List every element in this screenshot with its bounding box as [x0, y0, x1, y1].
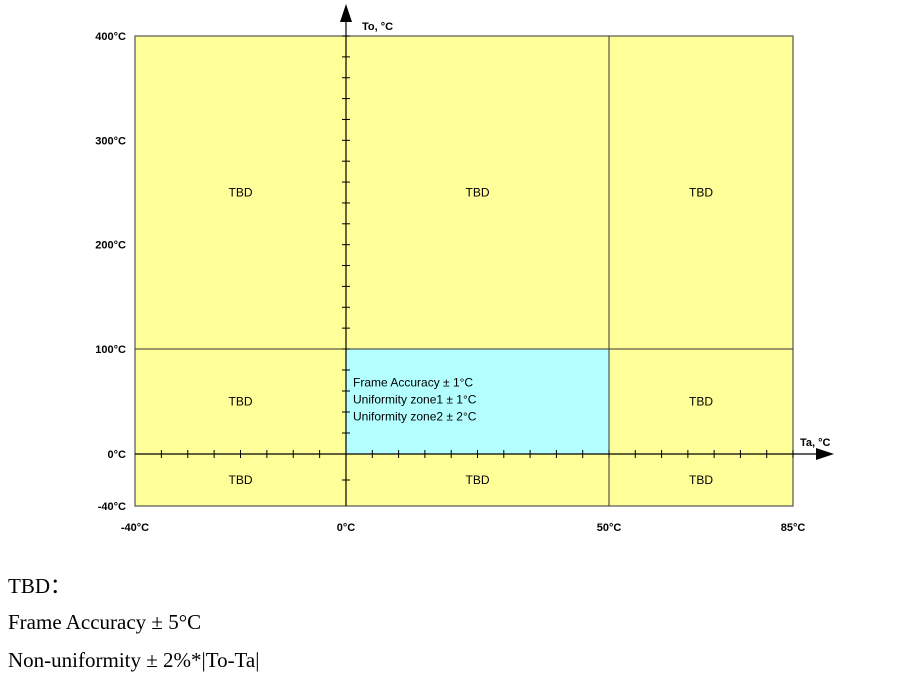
zone-0 — [135, 36, 346, 349]
footnote-frame-accuracy: Frame Accuracy ± 5°C — [8, 610, 202, 634]
zone-spec-line-1: Uniformity zone1 ± 1°C — [353, 393, 477, 407]
zone-label-1: TBD — [466, 186, 490, 200]
footnote-heading: TBD： — [8, 574, 71, 598]
zone-label-4: TBD — [689, 395, 713, 409]
x-tick-label: 50°C — [597, 522, 622, 534]
x-tick-label: 85°C — [781, 522, 806, 534]
y-tick-label: -40°C — [98, 501, 126, 513]
temperature-accuracy-chart: TBD TBD TBD TBD TBD TBD TBD TBD Frame Accuracy ±… — [95, 4, 834, 534]
x-axis-label: Ta, °C — [800, 437, 831, 449]
zone-label-7: TBD — [689, 473, 713, 487]
zone-3 — [135, 349, 346, 454]
zone-5 — [135, 454, 346, 506]
y-tick-label: 300°C — [95, 135, 126, 147]
x-tick-label: 0°C — [337, 522, 356, 534]
x-tick-label: -40°C — [121, 522, 149, 534]
footnote-non-uniformity: Non-uniformity ± 2%*|To-Ta| — [8, 648, 260, 672]
zone-spec-line-0: Frame Accuracy ± 1°C — [353, 376, 473, 390]
zone-label-2: TBD — [689, 186, 713, 200]
y-tick-label: 400°C — [95, 31, 126, 43]
zone-7 — [609, 454, 793, 506]
zone-label-3: TBD — [229, 395, 253, 409]
zone-label-6: TBD — [466, 473, 490, 487]
y-axis-label: To, °C — [362, 21, 393, 33]
zone-1 — [346, 36, 609, 349]
y-tick-label: 200°C — [95, 240, 126, 252]
y-axis-arrow — [340, 4, 352, 22]
zone-4 — [609, 349, 793, 454]
y-tick-label: 100°C — [95, 344, 126, 356]
zone-2 — [609, 36, 793, 349]
zone-spec-line-2: Uniformity zone2 ± 2°C — [353, 410, 477, 424]
zone-label-0: TBD — [229, 186, 253, 200]
plot-border — [134, 35, 794, 507]
x-axis-arrow — [816, 448, 834, 460]
zone-label-5: TBD — [229, 473, 253, 487]
y-tick-label: 0°C — [108, 449, 127, 461]
zone-8 — [346, 349, 609, 454]
zone-6 — [346, 454, 609, 506]
